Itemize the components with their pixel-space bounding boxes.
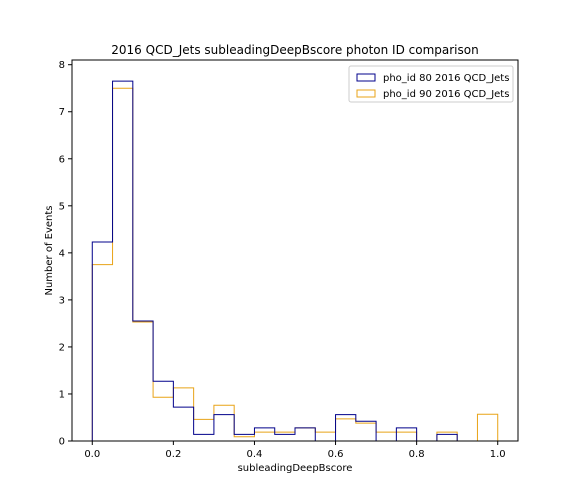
x-tick-label: 0.6 bbox=[328, 449, 344, 460]
x-tick-label: 0.2 bbox=[165, 449, 181, 460]
x-tick-label: 0.0 bbox=[84, 449, 100, 460]
series-step-0 bbox=[91, 80, 498, 442]
x-tick-label: 0.4 bbox=[247, 449, 263, 460]
legend-label-0: pho_id 80 2016 QCD_Jets bbox=[383, 73, 509, 84]
x-axis-label: subleadingDeepBscore bbox=[238, 463, 353, 474]
x-tick-label: 0.8 bbox=[409, 449, 425, 460]
y-axis-ticks: 0 1 2 3 4 5 6 7 8 bbox=[59, 60, 72, 448]
legend-swatch-0 bbox=[356, 73, 376, 82]
y-tick-label: 6 bbox=[59, 154, 65, 165]
x-axis-ticks: 0.0 0.2 0.4 0.6 0.8 1.0 bbox=[84, 441, 506, 460]
y-tick-label: 8 bbox=[59, 60, 65, 71]
y-tick-label: 5 bbox=[59, 201, 65, 212]
legend-swatch-1 bbox=[356, 89, 376, 98]
y-tick-label: 3 bbox=[59, 295, 65, 306]
y-axis-label: Number of Events bbox=[44, 205, 55, 295]
histogram-series-layer bbox=[91, 80, 499, 442]
y-tick-label: 1 bbox=[59, 389, 65, 400]
legend-frame bbox=[348, 65, 514, 103]
y-tick-label: 2 bbox=[59, 342, 65, 353]
y-tick-label: 4 bbox=[59, 248, 65, 259]
plot-frame bbox=[71, 59, 519, 442]
chart-title: 2016 QCD_Jets subleadingDeepBscore photo… bbox=[111, 43, 478, 57]
y-tick-label: 7 bbox=[59, 107, 65, 118]
x-tick-label: 1.0 bbox=[490, 449, 506, 460]
legend-label-1: pho_id 90 2016 QCD_Jets bbox=[383, 89, 509, 100]
y-tick-label: 0 bbox=[59, 437, 65, 448]
legend: pho_id 80 2016 QCD_Jets pho_id 90 2016 QC… bbox=[348, 65, 514, 103]
